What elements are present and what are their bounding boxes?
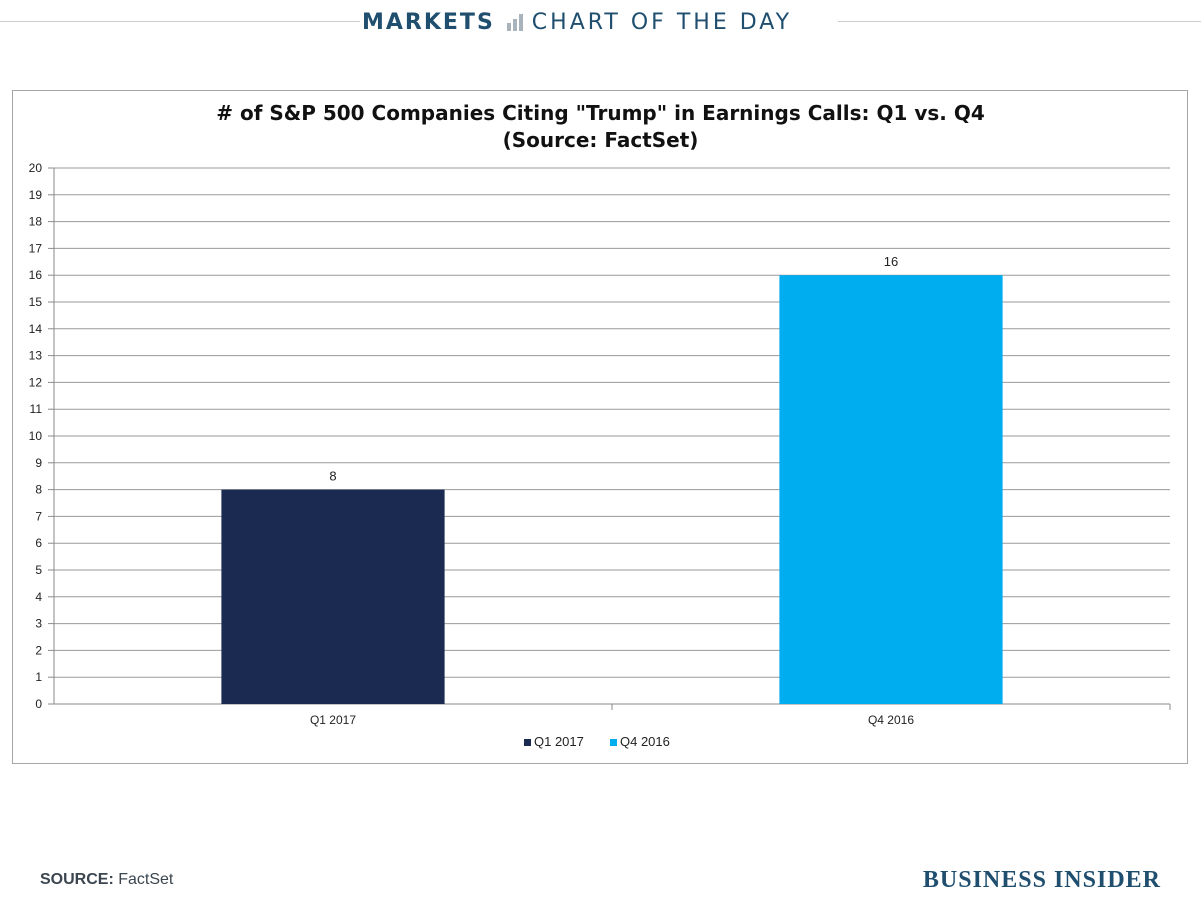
y-tick-label: 1: [35, 670, 42, 684]
y-tick-label: 11: [30, 402, 43, 416]
legend-swatch: [524, 739, 531, 746]
source-note: SOURCE: FactSet: [40, 871, 173, 889]
legend-label: Q1 2017: [534, 734, 584, 749]
y-tick-label: 18: [29, 215, 43, 229]
y-tick-label: 6: [35, 536, 42, 550]
y-tick-label: 9: [35, 456, 42, 470]
y-tick-label: 2: [35, 643, 42, 657]
y-tick-label: 3: [35, 617, 42, 631]
chart-title: # of S&P 500 Companies Citing "Trump" in…: [216, 101, 985, 125]
bar-chart-icon: [506, 13, 523, 31]
y-tick-label: 4: [35, 590, 42, 604]
brand-logo: BUSINESS INSIDER: [922, 867, 1161, 893]
header: MARKETS CHART OF THE DAY: [0, 0, 1201, 46]
y-tick-label: 19: [29, 188, 43, 202]
header-subtitle: CHART OF THE DAY: [531, 9, 793, 35]
data-label: 16: [884, 254, 898, 269]
x-tick-label: Q1 2017: [310, 713, 356, 727]
chart-subtitle: (Source: FactSet): [502, 128, 699, 152]
y-tick-label: 13: [29, 349, 43, 363]
data-label: 8: [329, 469, 336, 484]
y-tick-label: 16: [29, 268, 43, 282]
x-tick-label: Q4 2016: [868, 713, 914, 727]
legend-label: Q4 2016: [620, 734, 670, 749]
y-tick-label: 5: [35, 563, 42, 577]
chart-title-block: # of S&P 500 Companies Citing "Trump" in…: [0, 100, 1201, 154]
bar-q4-2016: [779, 275, 1003, 704]
y-tick-label: 10: [29, 429, 43, 443]
y-tick-label: 8: [35, 483, 42, 497]
y-tick-label: 0: [35, 697, 42, 711]
source-label: SOURCE:: [40, 871, 114, 888]
header-rule-left: [0, 21, 360, 22]
source-text: FactSet: [118, 871, 174, 888]
y-tick-label: 15: [29, 295, 43, 309]
section-label: MARKETS: [362, 9, 495, 35]
y-tick-label: 14: [29, 322, 43, 336]
header-rule-right: [838, 21, 1201, 22]
y-tick-label: 17: [29, 241, 43, 255]
y-tick-label: 20: [29, 161, 43, 175]
y-tick-label: 7: [35, 509, 42, 523]
legend-swatch: [610, 739, 617, 746]
header-title: MARKETS CHART OF THE DAY: [362, 6, 792, 38]
y-tick-label: 12: [29, 375, 43, 389]
bar-q1-2017: [221, 489, 445, 704]
